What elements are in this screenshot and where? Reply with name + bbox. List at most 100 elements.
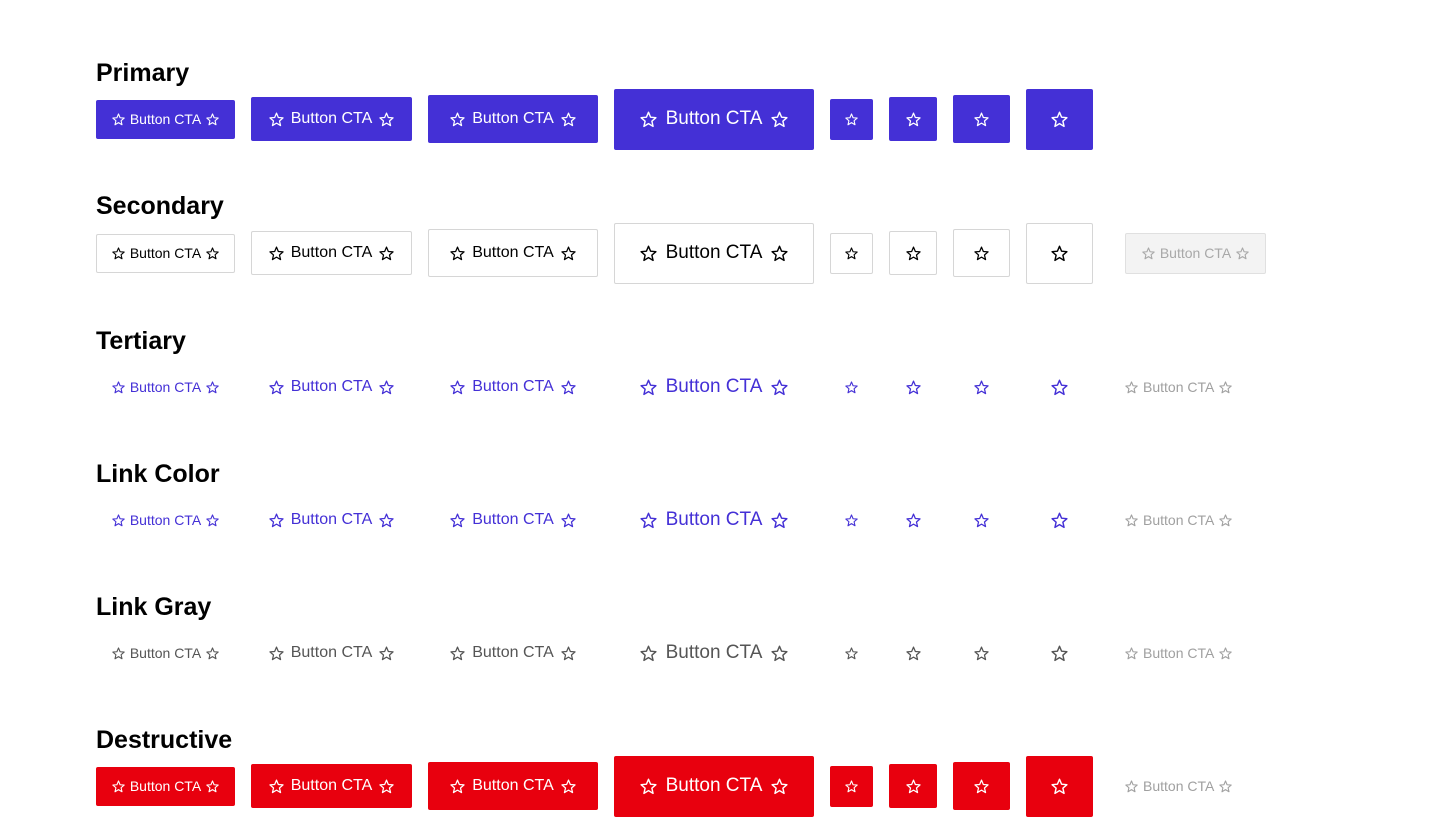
button[interactable]: Button CTA xyxy=(251,764,412,808)
button[interactable]: Button CTA xyxy=(96,501,235,540)
star-icon xyxy=(771,778,789,794)
button[interactable]: Button CTA xyxy=(614,88,814,150)
button[interactable]: Button CTA xyxy=(96,766,235,806)
button-label: Button CTA xyxy=(290,244,373,261)
button[interactable]: Button CTA xyxy=(96,368,235,407)
disabled-button: Button CTA xyxy=(1125,367,1266,408)
star-icon xyxy=(269,512,284,527)
star-icon xyxy=(269,379,284,394)
icon-button[interactable] xyxy=(830,367,873,408)
star-icon xyxy=(974,778,989,793)
icon-button[interactable] xyxy=(830,765,873,807)
icon-button[interactable] xyxy=(1026,88,1093,150)
icon-button[interactable] xyxy=(889,498,937,542)
icon-button[interactable] xyxy=(1026,222,1093,284)
star-icon xyxy=(845,112,858,125)
icon-button[interactable] xyxy=(830,98,873,140)
star-icon xyxy=(112,380,125,393)
star-icon xyxy=(561,512,576,527)
button[interactable]: Button CTA xyxy=(96,233,235,273)
icon-button[interactable] xyxy=(1026,490,1093,551)
disabled-button: Button CTA xyxy=(1125,232,1266,274)
icon-button[interactable] xyxy=(830,232,873,274)
icon-button[interactable] xyxy=(889,97,937,141)
star-icon xyxy=(1051,778,1068,794)
button[interactable]: Button CTA xyxy=(96,99,235,139)
star-icon xyxy=(1219,513,1233,526)
button[interactable]: Button CTA xyxy=(251,97,412,141)
star-icon xyxy=(379,645,394,660)
star-icon xyxy=(112,112,125,125)
button-label: Button CTA xyxy=(129,379,202,395)
icon-button[interactable] xyxy=(889,365,937,409)
star-icon xyxy=(639,245,657,261)
star-icon xyxy=(379,512,394,527)
disabled-button: Button CTA xyxy=(1125,500,1266,541)
button[interactable]: Button CTA xyxy=(614,357,814,418)
button-label: Button CTA xyxy=(665,108,763,129)
button[interactable]: Button CTA xyxy=(251,231,412,275)
button[interactable]: Button CTA xyxy=(251,631,412,675)
star-icon xyxy=(639,111,657,127)
star-icon xyxy=(379,245,394,260)
icon-button[interactable] xyxy=(889,231,937,275)
button-label: Button CTA xyxy=(129,245,202,261)
star-icon xyxy=(1219,646,1233,659)
button[interactable]: Button CTA xyxy=(428,363,598,411)
button[interactable]: Button CTA xyxy=(428,496,598,544)
icon-button[interactable] xyxy=(889,764,937,808)
icon-button[interactable] xyxy=(830,633,873,674)
star-icon xyxy=(561,111,576,126)
button[interactable]: Button CTA xyxy=(614,222,814,284)
icon-button[interactable] xyxy=(830,500,873,541)
button-label: Button CTA xyxy=(472,110,554,127)
star-icon xyxy=(1125,513,1138,526)
icon-button[interactable] xyxy=(953,229,1010,277)
icon-button[interactable] xyxy=(953,762,1010,810)
star-icon xyxy=(206,646,219,659)
button-label: Button CTA xyxy=(472,378,554,395)
button[interactable]: Button CTA xyxy=(251,498,412,542)
button-label: Button CTA xyxy=(472,644,554,661)
button[interactable]: Button CTA xyxy=(428,95,598,143)
button-label: Button CTA xyxy=(665,242,763,263)
button[interactable]: Button CTA xyxy=(614,490,814,551)
section-title: Tertiary xyxy=(96,327,186,355)
button[interactable]: Button CTA xyxy=(251,365,412,409)
button[interactable]: Button CTA xyxy=(428,762,598,810)
button-label: Button CTA xyxy=(1143,512,1215,528)
button[interactable]: Button CTA xyxy=(614,623,814,684)
icon-button[interactable] xyxy=(953,629,1010,677)
button[interactable]: Button CTA xyxy=(614,755,814,817)
star-icon xyxy=(269,245,284,260)
icon-button[interactable] xyxy=(953,95,1010,143)
star-icon xyxy=(771,111,789,127)
star-icon xyxy=(974,379,989,394)
button[interactable]: Button CTA xyxy=(428,629,598,677)
star-icon xyxy=(639,379,657,395)
disabled-button: Button CTA xyxy=(1125,633,1266,674)
star-icon xyxy=(112,513,125,526)
icon-button[interactable] xyxy=(1026,623,1093,684)
icon-button[interactable] xyxy=(1026,357,1093,418)
star-icon xyxy=(379,778,394,793)
star-icon xyxy=(269,111,284,126)
star-icon xyxy=(112,246,125,259)
button-label: Button CTA xyxy=(472,777,554,794)
icon-button[interactable] xyxy=(1026,755,1093,817)
icon-button[interactable] xyxy=(953,363,1010,411)
button[interactable]: Button CTA xyxy=(428,229,598,277)
section-title: Link Color xyxy=(96,460,220,488)
star-icon xyxy=(845,779,858,792)
star-icon xyxy=(771,645,789,661)
star-icon xyxy=(450,245,465,260)
star-icon xyxy=(639,645,657,661)
icon-button[interactable] xyxy=(889,631,937,675)
button[interactable]: Button CTA xyxy=(96,634,235,673)
icon-button[interactable] xyxy=(953,496,1010,544)
button-label: Button CTA xyxy=(665,775,763,796)
star-icon xyxy=(1125,380,1138,393)
star-icon xyxy=(112,779,125,792)
star-icon xyxy=(206,112,219,125)
button-label: Button CTA xyxy=(129,778,202,794)
